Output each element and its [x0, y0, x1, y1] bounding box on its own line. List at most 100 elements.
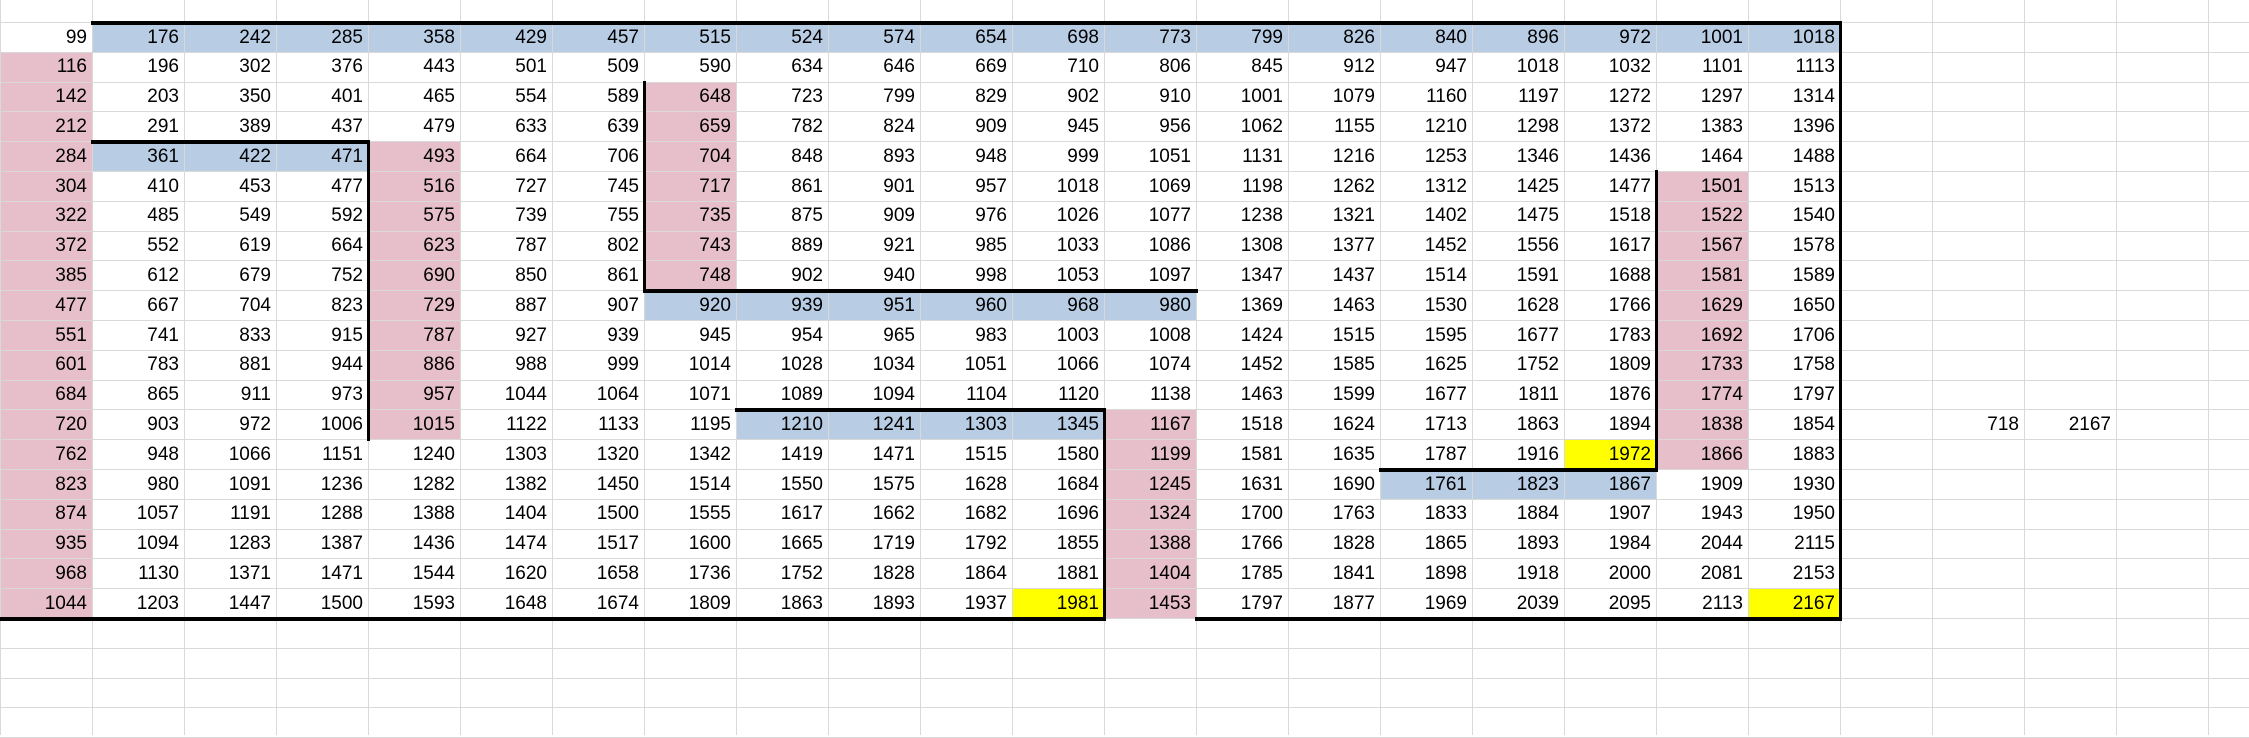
- grid-cell[interactable]: 1425: [1516, 175, 1559, 197]
- grid-cell[interactable]: 1320: [596, 443, 639, 465]
- grid-cell[interactable]: 1828: [872, 562, 915, 584]
- grid-cell[interactable]: 1297: [1700, 86, 1743, 108]
- grid-cell[interactable]: 935: [55, 533, 87, 555]
- grid-cell[interactable]: 1595: [1424, 324, 1467, 346]
- grid-cell[interactable]: 748: [699, 264, 731, 286]
- grid-cell[interactable]: 1032: [1608, 56, 1651, 78]
- grid-cell[interactable]: 1599: [1332, 384, 1375, 406]
- grid-cell[interactable]: 739: [515, 205, 547, 227]
- grid-cell[interactable]: 1382: [504, 473, 547, 495]
- grid-cell[interactable]: 1833: [1424, 503, 1467, 525]
- grid-cell[interactable]: 1544: [412, 562, 455, 584]
- grid-cell[interactable]: 901: [883, 175, 915, 197]
- grid-cell[interactable]: 1585: [1332, 354, 1375, 376]
- grid-cell[interactable]: 284: [55, 145, 87, 167]
- grid-cell[interactable]: 116: [56, 56, 87, 78]
- grid-cell[interactable]: 840: [1435, 26, 1467, 48]
- grid-cell[interactable]: 552: [147, 235, 179, 257]
- grid-cell[interactable]: 720: [55, 413, 87, 435]
- grid-cell[interactable]: 291: [147, 115, 179, 137]
- grid-cell[interactable]: 799: [1251, 26, 1283, 48]
- grid-cell[interactable]: 1700: [1240, 503, 1283, 525]
- grid-cell[interactable]: 1628: [1516, 294, 1559, 316]
- grid-cell[interactable]: 1555: [688, 503, 731, 525]
- grid-cell[interactable]: 1855: [1056, 533, 1099, 555]
- grid-cell[interactable]: 551: [55, 324, 87, 346]
- grid-cell[interactable]: 1001: [1700, 26, 1743, 48]
- grid-cell[interactable]: 524: [791, 26, 823, 48]
- grid-cell[interactable]: 1774: [1700, 384, 1743, 406]
- grid-cell[interactable]: 176: [147, 26, 179, 48]
- grid-cell[interactable]: 1241: [872, 413, 915, 435]
- grid-cell[interactable]: 690: [423, 264, 455, 286]
- grid-cell[interactable]: 1436: [412, 533, 455, 555]
- grid-cell[interactable]: 912: [1343, 56, 1375, 78]
- grid-cell[interactable]: 727: [515, 175, 547, 197]
- grid-cell[interactable]: 1500: [320, 592, 363, 614]
- grid-cell[interactable]: 915: [331, 324, 363, 346]
- grid-cell[interactable]: 302: [239, 56, 271, 78]
- grid-cell[interactable]: 909: [883, 205, 915, 227]
- grid-cell[interactable]: 1684: [1056, 473, 1099, 495]
- grid-cell[interactable]: 889: [791, 235, 823, 257]
- grid-cell[interactable]: 1706: [1792, 324, 1835, 346]
- grid-cell[interactable]: 1580: [1056, 443, 1099, 465]
- grid-cell[interactable]: 1752: [1516, 354, 1559, 376]
- grid-cell[interactable]: 443: [423, 56, 455, 78]
- grid-cell[interactable]: 1298: [1516, 115, 1559, 137]
- grid-cell[interactable]: 646: [883, 56, 915, 78]
- grid-cell[interactable]: 589: [607, 86, 639, 108]
- grid-cell[interactable]: 773: [1159, 26, 1191, 48]
- grid-cell[interactable]: 806: [1159, 56, 1191, 78]
- grid-cell[interactable]: 1761: [1424, 473, 1467, 495]
- grid-cell[interactable]: 985: [975, 235, 1007, 257]
- grid-cell[interactable]: 1758: [1792, 354, 1835, 376]
- grid-cell[interactable]: 1436: [1608, 145, 1651, 167]
- grid-cell[interactable]: 1312: [1424, 175, 1467, 197]
- grid-cell[interactable]: 1097: [1148, 264, 1191, 286]
- grid-cell[interactable]: 1245: [1148, 473, 1191, 495]
- grid-cell[interactable]: 1151: [322, 443, 363, 465]
- grid-cell[interactable]: 1324: [1148, 503, 1191, 525]
- grid-cell[interactable]: 1696: [1056, 503, 1099, 525]
- grid-cell[interactable]: 493: [423, 145, 455, 167]
- grid-cell[interactable]: 477: [331, 175, 363, 197]
- grid-cell[interactable]: 515: [699, 26, 731, 48]
- grid-cell[interactable]: 1514: [688, 473, 731, 495]
- grid-cell[interactable]: 910: [1159, 86, 1191, 108]
- grid-cell[interactable]: 787: [423, 324, 455, 346]
- grid-cell[interactable]: 1262: [1332, 175, 1375, 197]
- grid-cell[interactable]: 1101: [1702, 56, 1743, 78]
- grid-cell[interactable]: 865: [147, 384, 179, 406]
- grid-cell[interactable]: 1809: [1608, 354, 1651, 376]
- grid-cell[interactable]: 1500: [596, 503, 639, 525]
- grid-cell[interactable]: 968: [1067, 294, 1099, 316]
- grid-cell[interactable]: 1600: [688, 533, 731, 555]
- grid-cell[interactable]: 1104: [966, 384, 1007, 406]
- grid-cell[interactable]: 1018: [1056, 175, 1099, 197]
- grid-cell[interactable]: 2044: [1700, 533, 1743, 555]
- grid-cell[interactable]: 1321: [1332, 205, 1375, 227]
- grid-cell[interactable]: 1015: [412, 413, 455, 435]
- grid-cell[interactable]: 1883: [1792, 443, 1835, 465]
- grid-cell[interactable]: 829: [975, 86, 1007, 108]
- grid-cell[interactable]: 940: [883, 264, 915, 286]
- grid-cell[interactable]: 945: [1067, 115, 1099, 137]
- grid-cell[interactable]: 1488: [1792, 145, 1835, 167]
- grid-cell[interactable]: 285: [331, 26, 363, 48]
- grid-cell[interactable]: 1863: [780, 592, 823, 614]
- grid-cell[interactable]: 1471: [872, 443, 915, 465]
- grid-cell[interactable]: 1464: [1700, 145, 1743, 167]
- grid-cell[interactable]: 704: [239, 294, 271, 316]
- grid-cell[interactable]: 710: [1067, 56, 1099, 78]
- grid-cell[interactable]: 1677: [1424, 384, 1467, 406]
- grid-cell[interactable]: 1463: [1332, 294, 1375, 316]
- grid-cell[interactable]: 1091: [228, 473, 271, 495]
- grid-cell[interactable]: 1674: [596, 592, 639, 614]
- grid-cell[interactable]: 1131: [1242, 145, 1283, 167]
- grid-cell[interactable]: 1424: [1240, 324, 1283, 346]
- grid-cell[interactable]: 1518: [1608, 205, 1651, 227]
- grid-cell[interactable]: 372: [55, 235, 87, 257]
- grid-cell[interactable]: 1308: [1240, 235, 1283, 257]
